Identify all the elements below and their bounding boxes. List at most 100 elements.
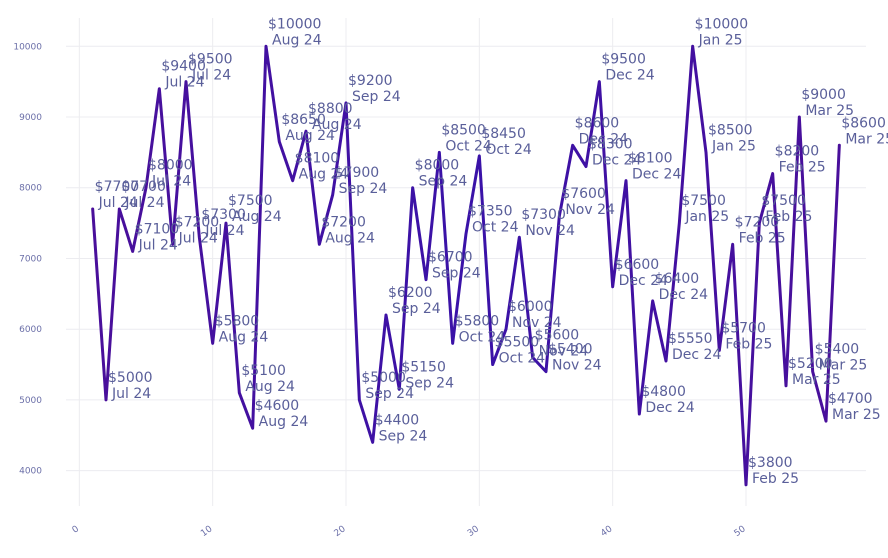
data-label-value: $9000 [801,87,846,103]
data-label-value: $5100 [241,363,286,379]
data-label: $5400 Mar 25 [815,342,868,374]
data-label-value: $4700 [828,391,873,407]
data-label-date: Mar 25 [819,358,868,374]
data-label-date: Dec 24 [605,68,654,84]
data-label-date: Oct 24 [499,351,546,367]
data-label-date: Nov 24 [525,223,575,239]
data-label: $8500 Jan 25 [708,122,756,154]
data-label-date: Aug 24 [245,379,295,395]
data-label: $7500 Aug 24 [228,193,282,225]
data-label-value: $8200 [775,144,820,160]
data-label-date: Mar 25 [792,372,841,388]
data-label-value: $8450 [481,126,526,142]
data-label: $5700 Feb 25 [721,320,772,352]
data-label-date: Sep 24 [432,266,481,282]
data-label: $8650 Aug 24 [281,112,335,144]
data-label-date: Dec 24 [672,347,721,363]
data-label-date: Feb 25 [739,230,786,246]
data-label: $10000 Aug 24 [268,16,322,48]
data-label-date: Dec 24 [645,400,694,416]
y-tick-label: 8000 [19,184,42,194]
data-label-date: Oct 24 [445,138,492,154]
data-label-date: Sep 24 [339,181,388,197]
data-label-value: $3800 [748,455,793,471]
data-label-value: $4800 [641,384,686,400]
data-label-value: $10000 [268,16,321,32]
data-label: $6400 Dec 24 [655,271,708,303]
data-label-value: $9200 [348,73,393,89]
data-label: $8800 Aug 24 [308,101,362,133]
data-label-value: $7500 [761,193,806,209]
data-label-date: Sep 24 [379,428,428,444]
data-label: $6700 Sep 24 [428,250,481,282]
data-label-value: $5550 [668,331,713,347]
data-label-value: $5200 [788,356,833,372]
data-label-date: Jul 24 [204,223,244,239]
data-label: $7200 Jul 24 [175,214,220,246]
data-label: $7900 Sep 24 [335,165,388,197]
data-label-value: $7300 [201,207,246,223]
data-label-value: $5400 [815,342,860,358]
data-label-value: $5600 [535,327,580,343]
data-label: $7500 Feb 25 [761,193,812,225]
data-label: $5150 Sep 24 [401,359,454,391]
data-label-value: $6600 [615,257,660,273]
data-label-value: $7350 [468,204,513,220]
data-label: $7600 Nov 24 [561,186,615,218]
data-label: $9500 Dec 24 [601,52,654,84]
data-label-value: $7300 [521,207,566,223]
data-label-value: $7600 [561,186,606,202]
data-label: $4700 Mar 25 [828,391,881,423]
data-label-value: $6000 [508,299,553,315]
data-label: $3800 Feb 25 [748,455,799,487]
data-label-value: $6400 [655,271,700,287]
data-label-value: $8800 [308,101,353,117]
data-label: $5400 Nov 24 [548,342,602,374]
data-label-date: Dec 24 [592,153,641,169]
data-label-date: Jul 24 [191,68,231,84]
data-label-value: $8600 [841,115,886,131]
data-label: $7100 Jul 24 [135,221,180,253]
data-label-date: Aug 24 [312,117,362,133]
data-label-value: $10000 [695,16,748,32]
data-label-date: Dec 24 [619,273,668,289]
data-label-date: Dec 24 [659,287,708,303]
data-label-value: $5400 [548,342,593,358]
y-tick-label: 7000 [19,254,42,264]
axis-ticks: 4000 5000 6000 7000 8000 9000 10000 0 10 20 30 40 50 [13,42,748,539]
data-label-date: Nov 24 [552,358,602,374]
data-label: $6200 Sep 24 [388,285,441,317]
data-label: $5600 Nov 24 [535,327,589,359]
data-label: $7300 Jul 24 [201,207,246,239]
data-label-date: Sep 24 [405,375,454,391]
data-label-date: Jul 24 [164,75,204,91]
data-label-date: Oct 24 [459,329,506,345]
x-tick-label: 30 [466,524,481,539]
data-label-date: Aug 24 [272,32,322,48]
data-label-value: $8650 [281,112,326,128]
data-label-value: $7500 [681,193,726,209]
data-label: $8600 Dec 24 [575,115,628,147]
data-label: $8450 Oct 24 [481,126,532,158]
data-label-date: Jan 25 [711,138,756,154]
data-label-date: Sep 24 [365,386,414,402]
data-label-date: Dec 24 [632,167,681,183]
data-label-date: Feb 25 [752,471,799,487]
data-label-date: Jul 24 [138,237,178,253]
data-label: $5550 Dec 24 [668,331,721,363]
data-label: $4800 Dec 24 [641,384,694,416]
data-label-value: $8500 [441,122,486,138]
data-label-date: Oct 24 [485,142,532,158]
data-label-date: Mar 25 [845,131,888,147]
data-label-value: $5150 [401,359,446,375]
y-tick-label: 5000 [19,396,42,406]
data-label-date: Jan 25 [698,32,743,48]
data-label-date: Jul 24 [151,174,191,190]
data-label: $7700 Jul 24 [121,179,166,211]
y-tick-label: 9000 [19,113,42,123]
data-label-date: Aug 24 [325,230,375,246]
data-label: $9200 Sep 24 [348,73,401,105]
data-label-date: Aug 24 [285,128,335,144]
data-label: $4600 Aug 24 [255,398,309,430]
